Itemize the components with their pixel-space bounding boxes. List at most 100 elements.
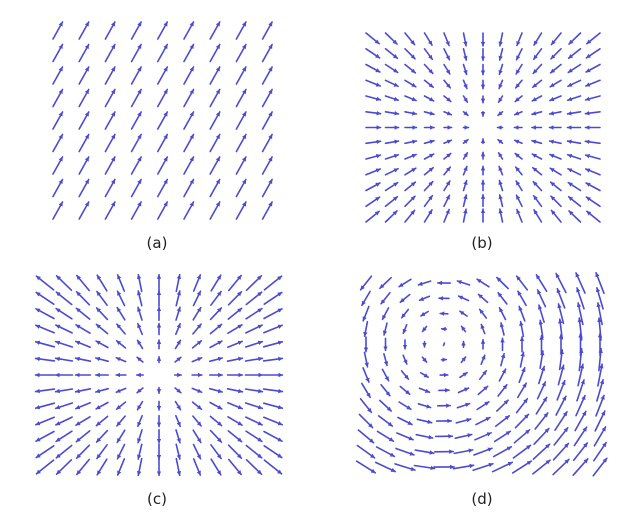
field-arrow <box>477 385 489 396</box>
field-arrow <box>76 274 90 292</box>
field-arrow <box>550 47 562 60</box>
field-arrow <box>404 153 417 160</box>
field-arrow <box>262 388 284 394</box>
field-arrow <box>384 139 400 145</box>
field-arrow <box>227 290 243 306</box>
field-arrow <box>261 88 273 108</box>
field-arrow <box>75 307 91 320</box>
field-arrow <box>404 139 418 145</box>
field-arrow <box>418 387 431 394</box>
field-arrow <box>365 47 381 59</box>
panel-b-sink-field <box>365 32 601 223</box>
field-arrow <box>136 457 143 477</box>
field-arrow <box>514 152 523 160</box>
field-arrow <box>567 181 582 192</box>
field-arrow <box>539 350 545 370</box>
field-arrow <box>115 387 127 394</box>
field-arrow <box>116 415 126 427</box>
field-arrow <box>261 111 273 130</box>
field-arrow <box>557 303 565 325</box>
field-arrow <box>595 394 605 417</box>
field-arrow <box>496 399 509 412</box>
field-arrow <box>413 464 436 471</box>
field-arrow <box>374 461 397 473</box>
field-arrow <box>262 324 284 334</box>
field-arrow <box>537 365 546 385</box>
field-arrow <box>227 401 243 410</box>
field-arrow <box>104 43 116 63</box>
field-arrow <box>443 166 452 176</box>
field-arrow <box>423 32 433 46</box>
field-arrow <box>136 387 144 394</box>
field-arrow <box>78 201 90 220</box>
field-arrow <box>115 339 127 349</box>
field-arrow <box>130 133 142 153</box>
field-arrow <box>577 363 585 387</box>
field-arrow <box>209 356 223 363</box>
field-arrow <box>384 181 399 192</box>
field-arrow <box>116 458 126 476</box>
field-arrow <box>557 364 565 386</box>
field-arrow <box>209 307 223 321</box>
field-arrow <box>95 307 109 321</box>
field-arrow <box>34 402 56 410</box>
field-arrow <box>95 429 109 443</box>
field-arrow <box>568 32 582 45</box>
field-arrow <box>462 79 468 90</box>
field-arrow <box>380 291 391 305</box>
field-arrow <box>35 444 55 459</box>
field-arrow <box>478 369 488 381</box>
field-arrow <box>443 152 452 160</box>
field-arrow <box>376 430 395 443</box>
field-arrow <box>75 323 91 335</box>
field-arrow <box>55 324 73 334</box>
field-arrow <box>174 400 182 411</box>
field-arrow <box>593 426 607 447</box>
field-arrow <box>54 388 74 394</box>
field-arrow <box>245 416 263 426</box>
field-arrow <box>235 21 247 40</box>
field-arrow <box>478 308 488 319</box>
field-arrow <box>552 442 570 461</box>
field-arrow <box>549 95 562 102</box>
field-arrow <box>116 323 126 335</box>
field-arrow <box>420 310 429 317</box>
field-arrow <box>365 153 382 160</box>
field-arrow <box>35 459 55 475</box>
field-arrow <box>517 290 527 307</box>
field-arrow <box>95 387 109 394</box>
field-arrow <box>555 395 567 416</box>
field-arrow <box>226 387 244 394</box>
field-arrow <box>209 88 221 108</box>
field-arrow <box>136 273 143 293</box>
field-arrow <box>263 444 283 459</box>
field-arrow <box>34 340 56 348</box>
field-arrow <box>245 458 263 476</box>
field-arrow <box>585 47 601 59</box>
field-arrow <box>157 201 169 220</box>
field-arrow <box>174 356 182 363</box>
field-arrow <box>245 324 263 334</box>
field-arrow <box>402 354 408 365</box>
field-arrow <box>55 416 73 426</box>
field-arrow <box>584 153 601 160</box>
field-arrow <box>34 388 56 394</box>
field-arrow <box>533 32 543 46</box>
field-arrow <box>359 275 373 291</box>
field-arrow <box>175 429 181 444</box>
field-arrow <box>191 401 203 411</box>
field-arrow <box>531 166 543 176</box>
field-arrow <box>566 111 582 116</box>
field-arrow <box>379 276 392 290</box>
field-arrow <box>116 290 126 307</box>
field-arrow <box>130 66 142 85</box>
field-arrow <box>456 402 471 409</box>
field-arrow <box>415 433 434 440</box>
field-arrow <box>423 180 434 192</box>
field-arrow <box>572 457 589 477</box>
field-arrow <box>78 21 90 40</box>
field-arrow <box>423 153 435 160</box>
field-arrow <box>262 340 284 348</box>
panel-label-c: (c) <box>147 490 167 508</box>
